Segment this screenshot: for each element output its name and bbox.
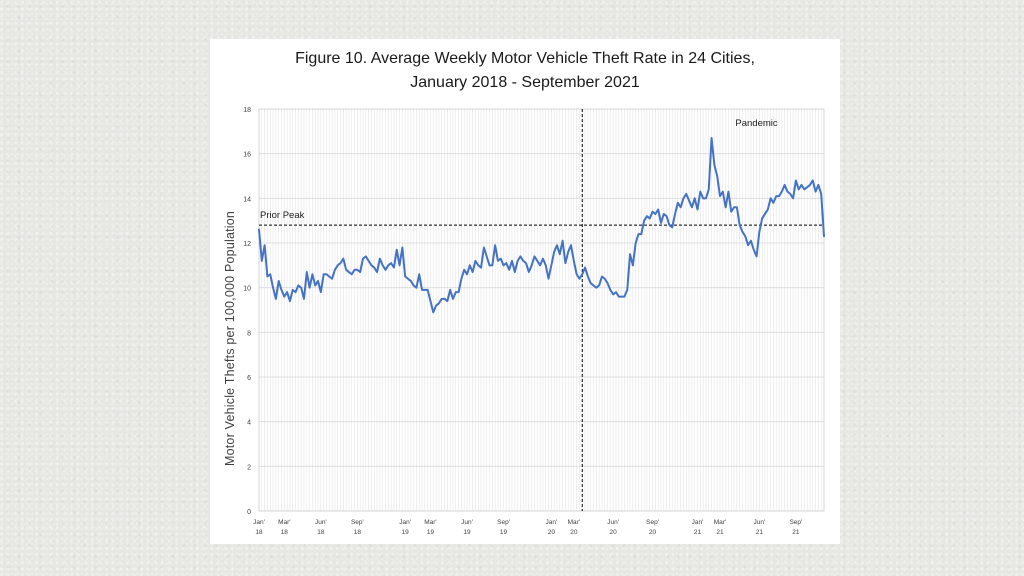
x-tick-label: 21 [694,529,702,536]
y-tick-label: 0 [247,509,251,516]
x-tick-label: Jun' [315,519,327,526]
y-tick-label: 4 [247,420,251,427]
y-tick-label: 12 [243,241,251,248]
x-tick-label: Jan' [399,519,411,526]
y-tick-label: 16 [243,152,251,159]
x-tick-label: Jun' [753,519,765,526]
x-tick-label: 21 [756,529,764,536]
chart-title-line-1: Figure 10. Average Weekly Motor Vehicle … [295,50,755,67]
x-tick-label: 18 [281,529,289,536]
y-tick-label: 14 [243,196,251,203]
x-tick-label: 20 [649,529,657,536]
chart-card: Figure 10. Average Weekly Motor Vehicle … [210,39,840,544]
y-tick-label: 8 [247,330,251,337]
x-tick-label: Mar' [278,519,290,526]
x-tick-label: Mar' [568,519,580,526]
y-tick-label: 10 [243,286,251,293]
x-tick-label: 18 [255,529,263,536]
x-tick-label: 20 [610,529,618,536]
y-tick-label: 18 [243,107,251,114]
chart-title-line-2: January 2018 - September 2021 [410,74,640,91]
y-tick-label: 6 [247,375,251,382]
x-tick-label: Jun' [607,519,619,526]
x-tick-label: Sep' [351,519,364,526]
x-tick-label: 19 [500,529,508,536]
x-tick-label: 20 [570,529,578,536]
x-tick-label: Sep' [497,519,510,526]
x-tick-label: Mar' [714,519,726,526]
x-tick-label: 19 [402,529,410,536]
x-tick-label: Sep' [789,519,802,526]
x-tick-label: 20 [548,529,556,536]
plot-area-border [258,108,825,512]
x-tick-label: Jan' [253,519,265,526]
x-tick-label: Jan' [692,519,704,526]
chart-title: Figure 10. Average Weekly Motor Vehicle … [210,47,840,95]
x-tick-label: Mar' [424,519,436,526]
prior-peak-label: Prior Peak [260,210,305,221]
x-tick-label: 21 [792,529,800,536]
x-tick-label: Jan' [545,519,557,526]
x-tick-label: Jun' [461,519,473,526]
x-tick-label: 19 [463,529,471,536]
x-tick-label: Sep' [646,519,659,526]
x-tick-label: 18 [354,529,362,536]
x-tick-label: 21 [716,529,724,536]
y-tick-label: 2 [247,464,251,471]
line-chart: 0 2 4 6 8 10 12 14 16 18 Jan' 18 Mar' 18 Jun' 18 Sep' 18 J… [243,107,825,536]
x-tick-label: 18 [317,529,325,536]
series-line [258,137,825,314]
x-tick-label: 19 [427,529,435,536]
pandemic-label: Pandemic [735,118,777,129]
